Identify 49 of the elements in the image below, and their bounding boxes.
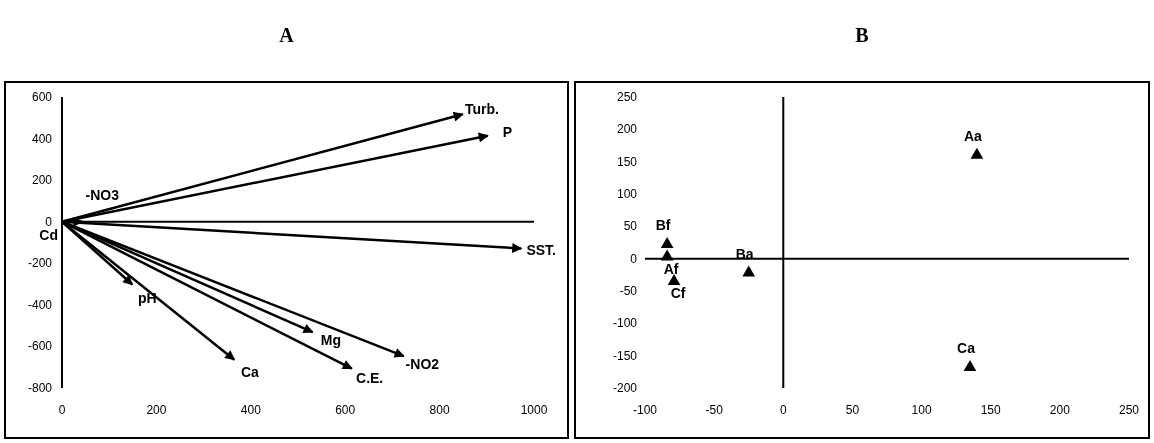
- y-tick-label: -600: [27, 339, 53, 354]
- chart-title: B: [855, 24, 869, 46]
- series-label: Af: [663, 260, 679, 277]
- x-tick-label: 250: [1118, 403, 1140, 417]
- x-tick-label: 100: [911, 403, 932, 417]
- x-tick-label: 1000: [520, 403, 548, 417]
- y-tick-label: 600: [31, 90, 53, 104]
- y-tick-label: 0: [45, 214, 53, 229]
- y-tick-label: -200: [612, 381, 638, 395]
- y-tick-label: 250: [616, 90, 638, 104]
- y-tick-label: -800: [27, 381, 53, 395]
- y-tick-label: 150: [616, 154, 638, 169]
- series-label: SST.: [526, 241, 557, 258]
- series-label: C.E.: [356, 369, 384, 386]
- y-tick-label: -50: [619, 284, 638, 298]
- y-tick-label: 200: [616, 122, 638, 137]
- x-tick-label: 150: [980, 403, 1002, 417]
- annotation: Cd: [39, 226, 58, 243]
- x-tick-label: -100: [632, 403, 658, 417]
- x-tick-label: 200: [146, 403, 167, 417]
- series-label: Aa: [963, 128, 983, 145]
- x-tick-label: 200: [1049, 403, 1071, 417]
- y-tick-label: -200: [27, 256, 53, 271]
- y-tick-label: 200: [31, 173, 53, 188]
- chart-title: A: [279, 24, 295, 46]
- y-tick-label: 50: [623, 219, 638, 234]
- x-tick-label: 50: [845, 403, 860, 417]
- series-label: Mg: [320, 332, 342, 349]
- x-tick-label: -50: [705, 403, 724, 417]
- series-label: Ca: [240, 364, 260, 381]
- x-tick-label: 0: [58, 403, 66, 417]
- y-tick-label: -400: [27, 297, 53, 312]
- series-label: pH: [137, 289, 157, 306]
- y-tick-label: -100: [612, 316, 638, 331]
- x-tick-label: 800: [429, 403, 450, 417]
- series-label: -NO3: [85, 186, 120, 203]
- series-label: Cf: [670, 285, 686, 302]
- series-label: Bf: [655, 217, 671, 234]
- x-tick-label: 400: [240, 403, 262, 417]
- series-label: P: [502, 123, 513, 140]
- y-tick-label: 0: [630, 251, 638, 266]
- y-tick-label: 400: [31, 131, 53, 146]
- x-tick-label: 0: [779, 403, 787, 417]
- y-tick-label: -150: [612, 348, 638, 363]
- series-label: -NO2: [405, 355, 440, 372]
- series-label: Ca: [957, 340, 976, 357]
- y-tick-label: 100: [616, 187, 638, 201]
- series-label: Turb.: [465, 101, 500, 118]
- x-tick-label: 600: [335, 403, 356, 417]
